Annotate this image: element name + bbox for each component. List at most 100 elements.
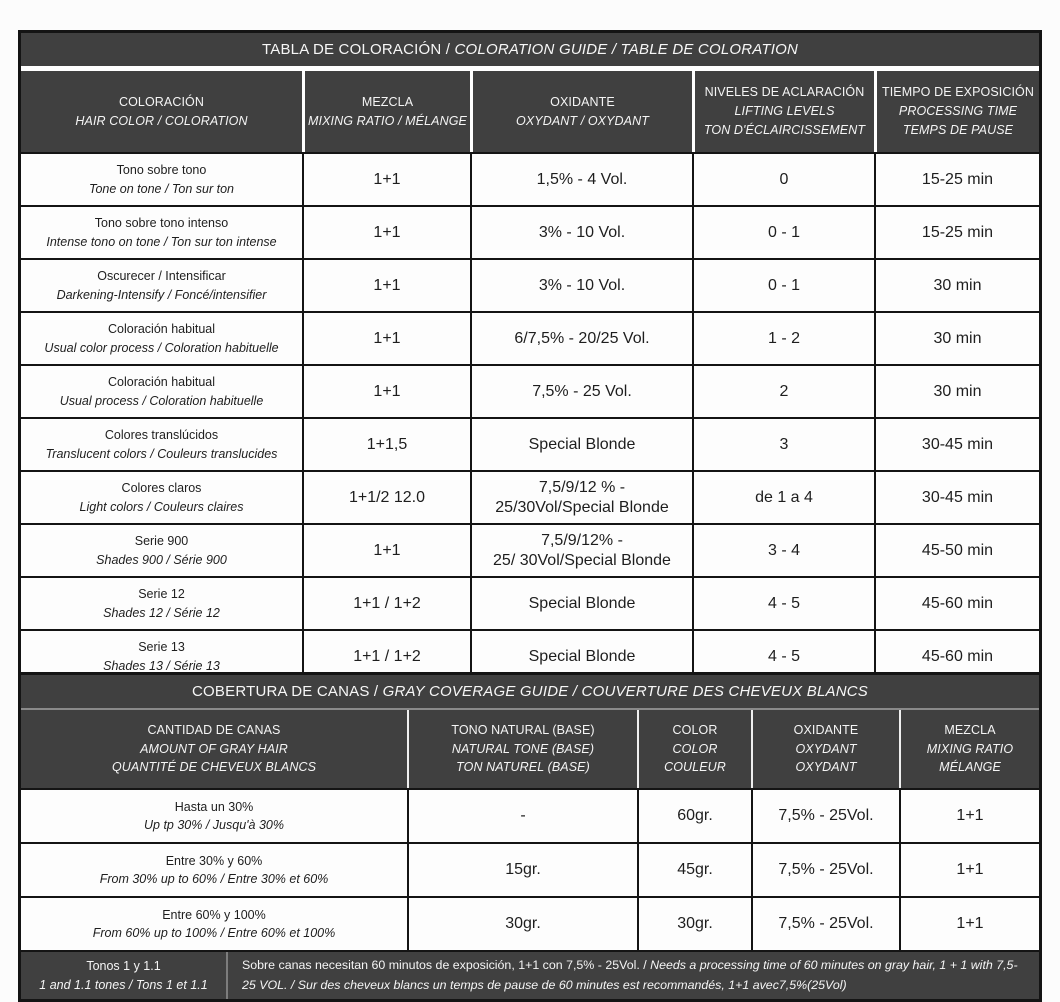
title-header-gap: [21, 66, 1039, 71]
mixing-ratio-cell: 1+1: [302, 313, 470, 364]
lifting-levels-cell: 0 - 1: [692, 260, 874, 311]
row-label-intl: Shades 12 / Série 12: [103, 605, 220, 620]
header-sub-label: OXYDANT: [795, 741, 857, 756]
mixing-ratio-cell: 1+1/2 12.0: [302, 472, 470, 523]
table-row: Colores claros Light colors / Couleurs cl…: [21, 470, 1039, 523]
lifting-levels-cell: 3 - 4: [692, 525, 874, 576]
header-main-label: COLORACIÓN: [118, 94, 205, 109]
oxidant-cell: 7,5/9/12% - 25/ 30Vol/Special Blonde: [470, 525, 692, 576]
header-mixing-ratio: MEZCLA MIXING RATIO MÉLANGE: [899, 710, 1039, 788]
row-label-intl: Tone on tone / Ton sur ton: [88, 181, 235, 196]
table-row: Coloración habitual Usual process / Color…: [21, 364, 1039, 417]
mixing-ratio-cell: 1+1: [899, 790, 1039, 842]
header-amount-of-gray: CANTIDAD DE CANAS AMOUNT OF GRAY HAIR QU…: [21, 710, 407, 788]
mixing-ratio-cell: 1+1: [899, 898, 1039, 950]
header-sub-label: OXYDANT: [795, 760, 857, 775]
row-label-es: Entre 60% y 100%: [162, 907, 266, 922]
header-sub-label: OXYDANT / OXYDANT: [516, 113, 649, 128]
oxidant-cell: Special Blonde: [470, 631, 692, 682]
row-label-intl: Usual process / Coloration habituelle: [59, 393, 264, 408]
header-oxidant: OXIDANTE OXYDANT OXYDANT: [751, 710, 899, 788]
header-hair-color: COLORACIÓN HAIR COLOR / COLORATION: [21, 71, 302, 152]
title-text-intl: COLORATION GUIDE / TABLE DE COLORATION: [454, 41, 798, 58]
coloration-guide-table: TABLA DE COLORACIÓN / COLORATION GUIDE /…: [18, 30, 1042, 685]
oxidant-cell: 7,5% - 25 Vol.: [470, 366, 692, 417]
gray-coverage-table-title: COBERTURA DE CANAS / GRAY COVERAGE GUIDE…: [21, 675, 1039, 708]
row-label-intl: Intense tono on tone / Ton sur ton inten…: [46, 234, 277, 249]
hair-color-cell: Tono sobre tono intenso Intense tono on t…: [21, 207, 302, 258]
processing-time-cell: 30 min: [874, 313, 1039, 364]
coloration-header-row: COLORACIÓN HAIR COLOR / COLORATION MEZCL…: [21, 71, 1039, 152]
row-label-es: Serie 13: [138, 640, 185, 655]
lifting-levels-cell: 4 - 5: [692, 578, 874, 629]
gray-coverage-footer-row: Tonos 1 y 1.1 1 and 1.1 tones / Tons 1 e…: [21, 950, 1039, 999]
header-main-label: COLOR: [672, 722, 718, 737]
header-main-label: OXIDANTE: [550, 94, 615, 109]
row-label-intl: From 60% up to 100% / Entre 60% et 100%: [92, 926, 336, 940]
processing-time-cell: 30 min: [874, 366, 1039, 417]
lifting-levels-cell: de 1 a 4: [692, 472, 874, 523]
row-label-intl: Shades 900 / Série 900: [96, 552, 227, 567]
row-label-es: Entre 30% y 60%: [165, 853, 263, 868]
header-sub-label: MÉLANGE: [939, 760, 1001, 775]
row-label-es: Coloración habitual: [107, 322, 215, 337]
row-label-es: Hasta un 30%: [174, 799, 254, 814]
processing-time-cell: 15-25 min: [874, 154, 1039, 205]
table-row: Coloración habitual Usual color process /…: [21, 311, 1039, 364]
row-label-es: Tono sobre tono intenso: [94, 216, 229, 231]
oxidant-cell: Special Blonde: [470, 578, 692, 629]
mixing-ratio-cell: 1+1 / 1+2: [302, 578, 470, 629]
table-row: Tono sobre tono Tone on tone / Ton sur to…: [21, 152, 1039, 205]
lifting-levels-cell: 4 - 5: [692, 631, 874, 682]
header-main-label: OXIDANTE: [793, 722, 859, 737]
oxidant-cell: 7,5% - 25Vol.: [751, 790, 899, 842]
row-label-intl: Shades 13 / Série 13: [103, 658, 220, 673]
oxidant-cell: 3% - 10 Vol.: [470, 260, 692, 311]
hair-color-cell: Coloración habitual Usual process / Color…: [21, 366, 302, 417]
header-sub-label: AMOUNT OF GRAY HAIR: [140, 741, 288, 756]
title-text-es: COBERTURA DE CANAS /: [192, 683, 383, 700]
header-main-label: NIVELES DE ACLARACIÓN: [704, 85, 865, 100]
header-sub-label: TON NATUREL (BASE): [456, 760, 590, 775]
row-label-es: Colores translúcidos: [104, 428, 219, 443]
table-row: Entre 60% y 100% From 60% up to 100% / En…: [21, 896, 1039, 950]
row-label-es: Coloración habitual: [107, 375, 215, 390]
mixing-ratio-cell: 1+1: [302, 207, 470, 258]
gray-amount-cell: Hasta un 30% Up tp 30% / Jusqu'à 30%: [21, 790, 407, 842]
header-sub-label: COULEUR: [664, 760, 726, 775]
table-row: Colores translúcidos Translucent colors /…: [21, 417, 1039, 470]
header-main-label: TIEMPO DE EXPOSICIÓN: [881, 85, 1035, 100]
header-main-label: MEZCLA: [361, 94, 414, 109]
footer-label-es: Tonos 1 y 1.1: [86, 958, 161, 973]
header-sub-label: NATURAL TONE (BASE): [451, 741, 595, 756]
title-text-es: TABLA DE COLORACIÓN /: [262, 41, 455, 58]
header-sub-label: TON D'ÉCLAIRCISSEMENT: [703, 122, 866, 137]
coloration-table-title: TABLA DE COLORACIÓN / COLORATION GUIDE /…: [21, 33, 1039, 66]
header-natural-tone: TONO NATURAL (BASE) NATURAL TONE (BASE) …: [407, 710, 637, 788]
lifting-levels-cell: 0: [692, 154, 874, 205]
row-label-es: Tono sobre tono: [116, 163, 207, 178]
header-sub-label: LIFTING LEVELS: [734, 104, 835, 119]
row-label-intl: Translucent colors / Couleurs translucid…: [45, 446, 278, 461]
footer-label-intl: 1 and 1.1 tones / Tons 1 et 1.1: [39, 977, 208, 992]
table-row: Entre 30% y 60% From 30% up to 60% / Entr…: [21, 842, 1039, 896]
gray-amount-cell: Entre 30% y 60% From 30% up to 60% / Entr…: [21, 844, 407, 896]
mixing-ratio-cell: 1+1: [302, 260, 470, 311]
hair-color-cell: Serie 900 Shades 900 / Série 900: [21, 525, 302, 576]
mixing-ratio-cell: 1+1,5: [302, 419, 470, 470]
lifting-levels-cell: 2: [692, 366, 874, 417]
processing-time-cell: 45-60 min: [874, 578, 1039, 629]
row-label-es: Oscurecer / Intensificar: [97, 269, 226, 284]
title-text-intl: GRAY COVERAGE GUIDE / COUVERTURE DES CHE…: [382, 683, 868, 700]
gray-amount-cell: Entre 60% y 100% From 60% up to 100% / En…: [21, 898, 407, 950]
oxidant-cell: 7,5% - 25Vol.: [751, 844, 899, 896]
mixing-ratio-cell: 1+1: [302, 154, 470, 205]
hair-color-cell: Colores claros Light colors / Couleurs cl…: [21, 472, 302, 523]
header-processing-time: TIEMPO DE EXPOSICIÓN PROCESSING TIME TEM…: [874, 71, 1039, 152]
oxidant-cell: 7,5% - 25Vol.: [751, 898, 899, 950]
row-label-intl: From 30% up to 60% / Entre 30% et 60%: [99, 872, 329, 886]
color-cell: 60gr.: [637, 790, 751, 842]
natural-tone-cell: 30gr.: [407, 898, 637, 950]
row-label-intl: Up tp 30% / Jusqu'à 30%: [144, 818, 284, 832]
row-label-intl: Light colors / Couleurs claires: [79, 499, 244, 514]
